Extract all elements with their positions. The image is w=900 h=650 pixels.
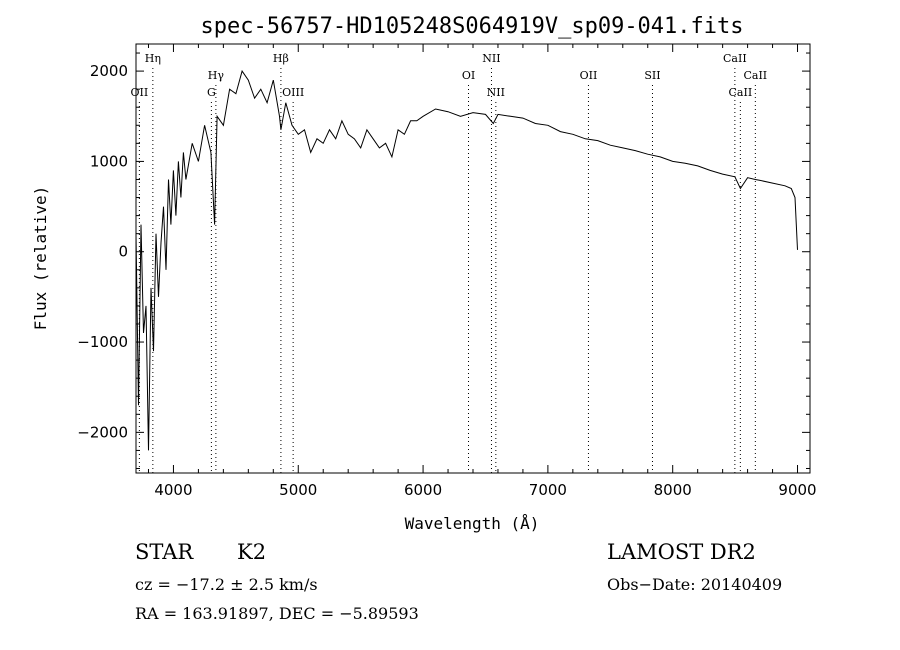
x-tick-label: 5000 — [279, 481, 317, 499]
y-axis: −2000 −1000 0 1000 2000 — [77, 52, 810, 469]
chart-title: spec-56757-HD105248S064919V_sp09-041.fit… — [200, 14, 743, 39]
spectral-line-label: CaII — [723, 52, 747, 65]
plot-frame — [135, 43, 811, 474]
spectral-line-markers: Hη OII Hγ G Hβ OIII NII OI NII OII SII CaII CaII CaII — [131, 52, 767, 473]
spectral-line-label: G — [207, 86, 216, 99]
y-tick-label: 2000 — [90, 62, 128, 80]
x-axis-label: Wavelength (Å) — [405, 514, 540, 533]
y-tick-label: −2000 — [77, 423, 128, 441]
y-tick-label: −1000 — [77, 333, 128, 351]
spectral-subclass: K2 — [237, 540, 267, 564]
spectral-line-label: OII — [131, 86, 149, 99]
obs-date: Obs−Date: 20140409 — [607, 575, 783, 594]
spectral-line-label: Hγ — [208, 69, 225, 82]
survey-name: LAMOST DR2 — [607, 540, 756, 564]
y-axis-label: Flux (relative) — [31, 186, 50, 331]
spectral-line-label: Hη — [145, 52, 161, 65]
spectral-line-label: SII — [644, 69, 660, 82]
coordinates: RA = 163.91897, DEC = −5.89593 — [135, 604, 419, 623]
spectral-line-label: NII — [482, 52, 500, 65]
x-axis: 4000 5000 6000 7000 8000 9000 — [147, 44, 817, 499]
object-type: STAR — [135, 540, 194, 564]
spectral-line-label: OI — [462, 69, 475, 82]
y-tick-label: 1000 — [90, 152, 128, 170]
redshift-cz: cz = −17.2 ± 2.5 km/s — [135, 575, 318, 594]
x-tick-label: 6000 — [404, 481, 442, 499]
spectral-line-label: Hβ — [273, 52, 289, 65]
x-tick-label: 4000 — [154, 481, 192, 499]
spectral-line-label: OII — [580, 69, 598, 82]
y-tick-label: 0 — [118, 243, 128, 261]
spectral-line-label: OIII — [282, 86, 304, 99]
spectral-line-label: CaII — [743, 69, 767, 82]
spectral-line-label: CaII — [729, 86, 753, 99]
spectrum-line — [135, 69, 798, 451]
spectral-line-label: NII — [487, 86, 505, 99]
x-tick-label: 8000 — [654, 481, 692, 499]
x-tick-label: 9000 — [778, 481, 816, 499]
x-tick-label: 7000 — [529, 481, 567, 499]
